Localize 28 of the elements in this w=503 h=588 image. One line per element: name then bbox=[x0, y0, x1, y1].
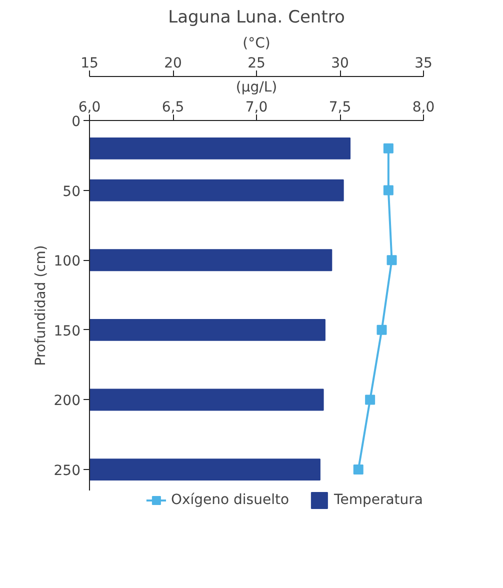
y-tick-label: 150 bbox=[54, 323, 81, 340]
chart-title: Laguna Luna. Centro bbox=[168, 8, 345, 28]
x2-tick-label: 6,5 bbox=[162, 100, 184, 116]
point bbox=[383, 185, 394, 196]
point bbox=[353, 464, 364, 475]
point bbox=[376, 324, 387, 335]
x2-tick-label: 7,0 bbox=[245, 100, 268, 116]
point bbox=[386, 255, 397, 266]
y-axis-title: Profundidad (cm) bbox=[32, 245, 49, 366]
legend-label: Temperatura bbox=[334, 492, 423, 508]
legend-label: Oxígeno disuelto bbox=[170, 492, 290, 508]
y-tick-label: 200 bbox=[54, 393, 81, 410]
x-axis-title: (°C) bbox=[242, 36, 270, 52]
y-tick-label: 100 bbox=[54, 254, 81, 270]
point bbox=[383, 143, 394, 154]
y-tick-label: 0 bbox=[72, 114, 81, 130]
point bbox=[365, 394, 376, 405]
x2-tick-label: 7,5 bbox=[328, 100, 352, 116]
y-tick-label: 250 bbox=[54, 463, 81, 480]
x-tick-label: 15 bbox=[80, 56, 98, 72]
x-tick-label: 20 bbox=[164, 56, 182, 72]
x2-tick-label: 6,0 bbox=[78, 100, 101, 116]
x-tick-label: 30 bbox=[331, 56, 349, 72]
x2-tick-label: 8,0 bbox=[412, 100, 435, 116]
x-tick-label: 25 bbox=[248, 56, 266, 72]
x-tick-label: 35 bbox=[414, 56, 432, 72]
x2-axis-title: (µg/L) bbox=[236, 80, 278, 96]
y-tick-label: 50 bbox=[62, 184, 81, 200]
